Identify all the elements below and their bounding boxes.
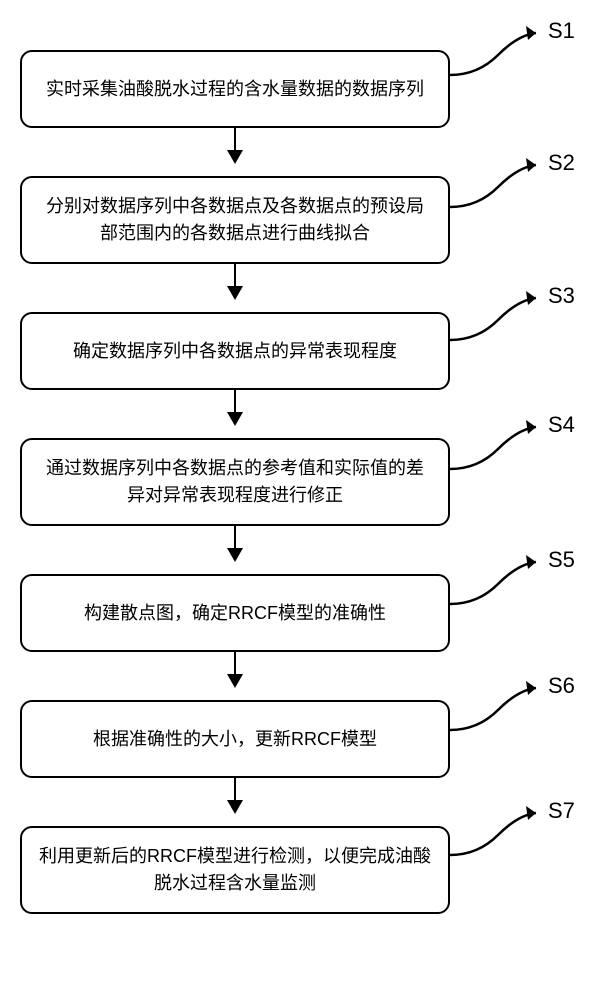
flowchart-node-s1: 实时采集油酸脱水过程的含水量数据的数据序列 (20, 50, 450, 128)
node-text: 实时采集油酸脱水过程的含水量数据的数据序列 (46, 76, 424, 103)
label-s4: S4 (548, 412, 575, 438)
label-s2: S2 (548, 150, 575, 176)
curve-arrow-s2 (448, 157, 548, 212)
curve-arrow-s3 (448, 290, 548, 345)
flowchart-container: 实时采集油酸脱水过程的含水量数据的数据序列 分别对数据序列中各数据点及各数据点的… (0, 0, 593, 1000)
arrow-down-2 (234, 264, 236, 298)
curve-arrow-s6 (448, 680, 548, 735)
label-s6: S6 (548, 673, 575, 699)
curve-arrow-s1 (448, 25, 548, 80)
node-text: 利用更新后的RRCF模型进行检测，以便完成油酸 脱水过程含水量监测 (39, 843, 431, 897)
arrow-down-6 (234, 778, 236, 812)
label-s1: S1 (548, 18, 575, 44)
curve-arrow-s7 (448, 805, 548, 860)
curve-arrow-s4 (448, 419, 548, 474)
label-s3: S3 (548, 283, 575, 309)
node-text: 确定数据序列中各数据点的异常表现程度 (73, 338, 397, 365)
label-s5: S5 (548, 547, 575, 573)
arrow-down-4 (234, 526, 236, 560)
node-text: 通过数据序列中各数据点的参考值和实际值的差 异对异常表现程度进行修正 (46, 455, 424, 509)
flowchart-node-s4: 通过数据序列中各数据点的参考值和实际值的差 异对异常表现程度进行修正 (20, 438, 450, 526)
curve-arrow-s5 (448, 554, 548, 609)
flowchart-node-s2: 分别对数据序列中各数据点及各数据点的预设局 部范围内的各数据点进行曲线拟合 (20, 176, 450, 264)
flowchart-node-s3: 确定数据序列中各数据点的异常表现程度 (20, 312, 450, 390)
arrow-down-1 (234, 128, 236, 162)
arrow-down-5 (234, 652, 236, 686)
node-text: 根据准确性的大小，更新RRCF模型 (93, 726, 377, 753)
flowchart-node-s6: 根据准确性的大小，更新RRCF模型 (20, 700, 450, 778)
label-s7: S7 (548, 798, 575, 824)
node-text: 构建散点图，确定RRCF模型的准确性 (84, 600, 386, 627)
arrow-down-3 (234, 390, 236, 424)
node-text: 分别对数据序列中各数据点及各数据点的预设局 部范围内的各数据点进行曲线拟合 (46, 193, 424, 247)
flowchart-node-s5: 构建散点图，确定RRCF模型的准确性 (20, 574, 450, 652)
flowchart-node-s7: 利用更新后的RRCF模型进行检测，以便完成油酸 脱水过程含水量监测 (20, 826, 450, 914)
